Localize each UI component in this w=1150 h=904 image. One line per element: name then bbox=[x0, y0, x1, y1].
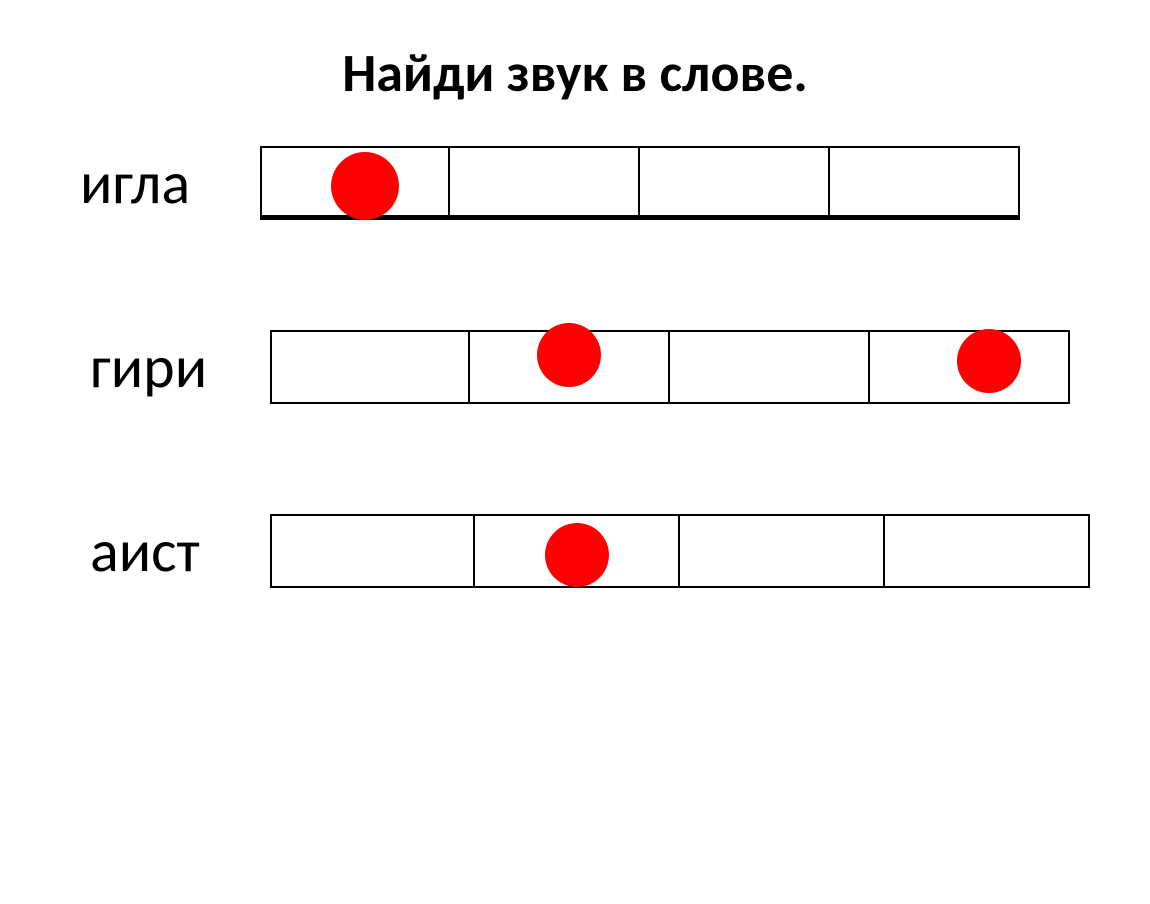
word-label: игла bbox=[80, 147, 260, 220]
cell-strip bbox=[270, 330, 1070, 404]
word-row: игла bbox=[80, 146, 1150, 220]
word-row: гири bbox=[90, 330, 1150, 404]
sound-cell bbox=[270, 330, 470, 404]
marker-dot bbox=[537, 323, 601, 387]
sound-cell bbox=[870, 330, 1070, 404]
sound-cell bbox=[270, 514, 475, 588]
sound-cell bbox=[830, 146, 1020, 220]
marker-dot bbox=[957, 329, 1021, 393]
sound-cell bbox=[470, 330, 670, 404]
cell-strip bbox=[270, 514, 1090, 588]
sound-cell bbox=[680, 514, 885, 588]
sound-cell bbox=[260, 146, 450, 220]
word-label: гири bbox=[90, 331, 270, 404]
sound-cell bbox=[450, 146, 640, 220]
sound-cell bbox=[885, 514, 1090, 588]
word-label: аист bbox=[90, 515, 270, 588]
sound-cell bbox=[670, 330, 870, 404]
page-title: Найди звук в слове. bbox=[0, 40, 1150, 106]
word-row: аист bbox=[90, 514, 1150, 588]
cell-strip bbox=[260, 146, 1020, 220]
marker-dot bbox=[331, 152, 399, 220]
marker-dot bbox=[545, 523, 609, 587]
sound-cell bbox=[640, 146, 830, 220]
sound-cell bbox=[475, 514, 680, 588]
